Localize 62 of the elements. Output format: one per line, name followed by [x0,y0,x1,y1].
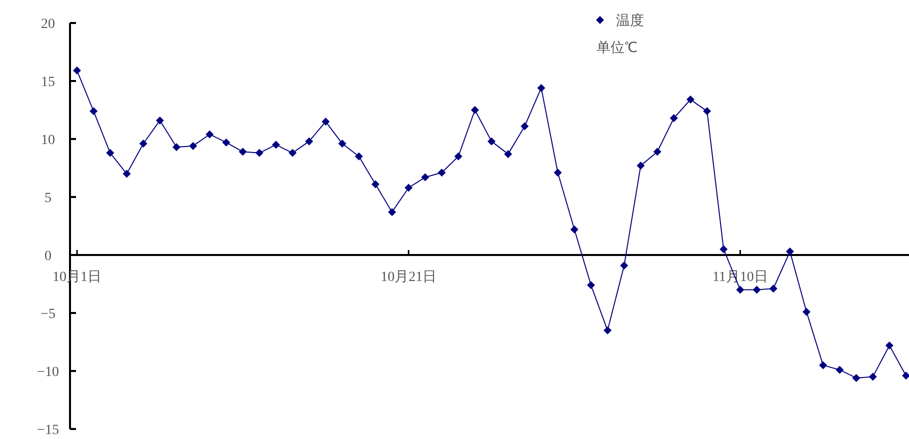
point [122,170,131,178]
point [836,366,844,374]
point [488,137,496,146]
annotation: 单位℃ [596,40,638,56]
point [388,208,396,216]
x-tick-label: 10月21日 [380,270,437,285]
y-tick-label: −5 [40,307,56,322]
point [421,173,430,182]
point [520,122,529,130]
point [786,248,794,256]
point [404,184,413,192]
point [902,372,909,380]
point [636,162,645,170]
point [769,284,778,293]
point [272,140,280,149]
point [172,143,180,152]
y-tick-label: 5 [44,191,52,206]
point [653,148,662,156]
point [338,140,346,148]
y-tick-label: 10 [41,133,55,148]
point [454,152,462,160]
point [371,180,380,188]
y-tick-label: −15 [37,423,59,438]
point [238,148,247,156]
point [139,140,148,148]
point [90,107,98,116]
point [470,106,479,114]
point [885,341,894,350]
point [537,84,546,92]
point [189,142,198,150]
point [852,374,860,382]
point [222,138,230,146]
point [305,137,314,146]
point [206,130,214,138]
point [73,66,81,75]
point [752,286,761,294]
legend-label: 温度 [616,13,644,29]
point [686,96,694,104]
point [438,168,446,177]
point [604,326,612,334]
point [868,372,877,381]
point [703,107,712,116]
y-tick-label: 15 [41,75,55,90]
y-tick-label: 20 [41,17,55,32]
point [620,261,628,270]
point [354,152,363,160]
y-tick-label: −10 [37,365,59,380]
point [106,148,114,157]
point [720,245,728,254]
point [255,148,264,157]
point [504,150,512,158]
point [802,308,811,316]
point [570,225,578,234]
point [736,286,744,294]
point [156,116,164,124]
point [322,118,330,126]
point [819,361,828,370]
point [586,281,595,290]
point [670,114,678,122]
point [554,168,562,177]
point [288,148,297,157]
y-tick-label: 0 [44,249,52,264]
